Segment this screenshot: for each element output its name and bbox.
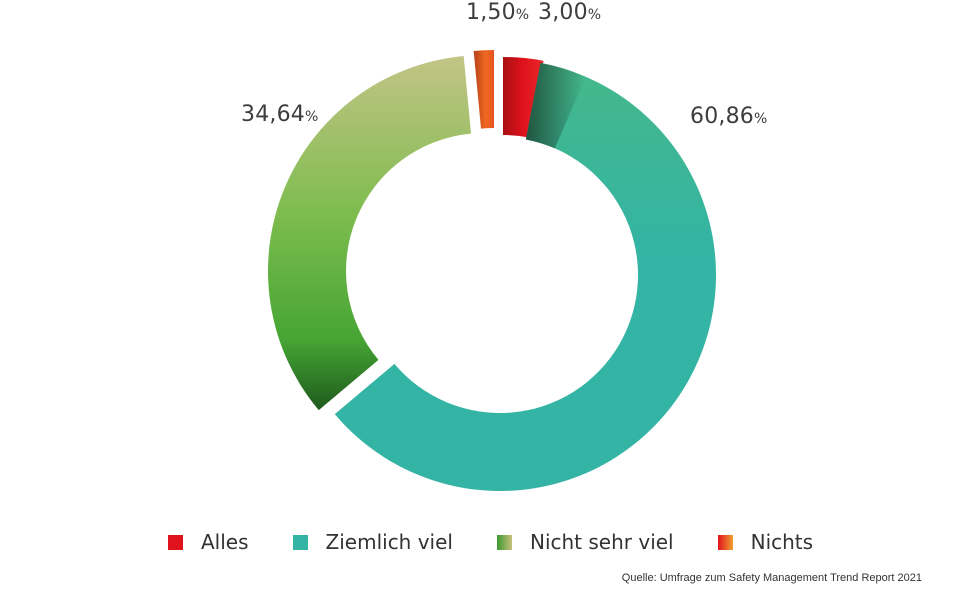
legend-swatch-nichts — [717, 534, 733, 550]
source-note: Quelle: Umfrage zum Safety Management Tr… — [621, 572, 922, 584]
legend-item-nicht-sehr-viel: Nicht sehr viel — [496, 530, 674, 554]
label-nichts-unit: % — [515, 7, 530, 23]
label-alles-unit: % — [587, 7, 602, 23]
legend-swatch-nicht-sehr-viel — [496, 534, 512, 550]
label-ziemlich-viel-unit: % — [753, 111, 768, 127]
slice-ziemlich-viel — [334, 62, 716, 492]
label-alles: 3,00% — [538, 0, 601, 25]
legend-item-alles: Alles — [168, 530, 249, 554]
legend-swatch-ziemlich-viel — [292, 534, 308, 550]
slice-alles — [503, 57, 544, 138]
label-alles-value: 3,00 — [538, 0, 588, 25]
label-ziemlich-viel: 60,86% — [690, 104, 768, 129]
legend-item-nichts: Nichts — [717, 530, 814, 554]
legend-swatch-alles — [168, 534, 183, 550]
label-nicht-sehr-viel-value: 34,64 — [241, 102, 305, 127]
legend-item-ziemlich-viel: Ziemlich viel — [292, 530, 453, 554]
slice-nichts — [473, 50, 494, 129]
label-nicht-sehr-viel-unit: % — [304, 109, 319, 125]
label-ziemlich-viel-value: 60,86 — [690, 104, 754, 129]
legend: Alles Ziemlich viel Nicht sehr viel Nich… — [168, 530, 857, 554]
legend-label-nichts: Nichts — [750, 530, 814, 554]
legend-label-ziemlich-viel: Ziemlich viel — [325, 530, 453, 554]
legend-label-alles: Alles — [201, 530, 249, 554]
slice-ziemlich-viel-shade — [525, 62, 586, 149]
label-nichts: 1,50% — [466, 0, 529, 25]
legend-label-nicht-sehr-viel: Nicht sehr viel — [529, 530, 674, 554]
slice-nicht-sehr-viel — [267, 55, 472, 411]
label-nicht-sehr-viel: 34,64% — [241, 102, 319, 127]
label-nichts-value: 1,50 — [466, 0, 516, 25]
